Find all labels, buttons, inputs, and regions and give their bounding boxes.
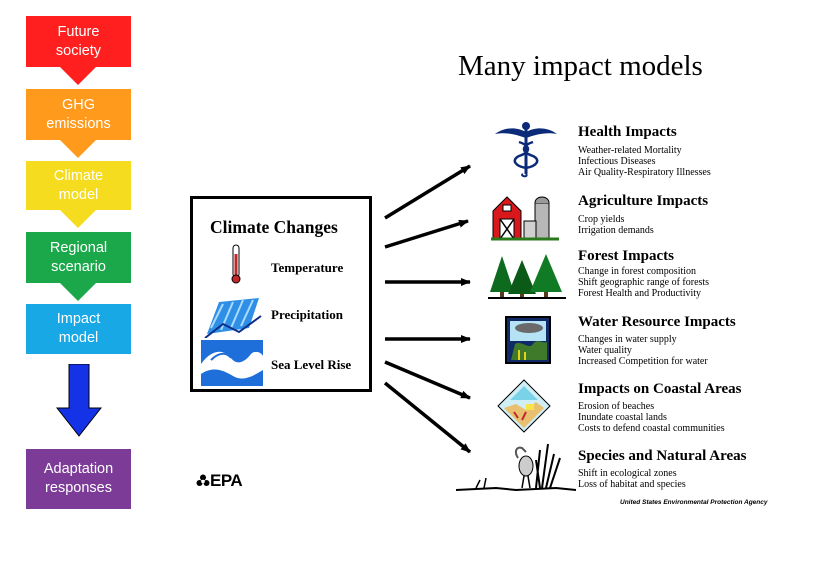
impact-line: Inundate coastal lands [578, 412, 667, 423]
impact-line: Air Quality-Respiratory Illnesses [578, 167, 711, 178]
agency-footer: United States Environmental Protection A… [620, 499, 768, 506]
chain-down-arrow [60, 210, 96, 228]
chain-box-future-society: Future society [26, 16, 131, 67]
impact-line: Forest Health and Productivity [578, 288, 702, 299]
epa-flower-icon [196, 474, 210, 486]
water-resource-icon [505, 316, 551, 364]
chain-box-impact-model: Impact model [26, 304, 131, 354]
impact-line: Shift geographic range of forests [578, 277, 710, 288]
impact-line: Irrigation demands [578, 225, 654, 236]
arrow-to-coastal [384, 360, 471, 400]
arrow-to-agriculture [384, 219, 469, 249]
rain-icon [204, 298, 262, 338]
trees-icon [488, 254, 566, 299]
page-title: Many impact models [458, 50, 703, 82]
temperature-label: Temperature [271, 260, 344, 275]
impact-line: Loss of habitat and species [578, 479, 686, 490]
epa-logo-text: EPA [210, 471, 243, 490]
chain-box-adaptation-responses: Adaptation responses [26, 449, 131, 509]
chain-down-arrow [60, 283, 96, 301]
impact-line: Erosion of beaches [578, 401, 655, 412]
impact-line: Weather-related Mortality [578, 145, 682, 156]
impact-line: Costs to defend coastal communities [578, 423, 725, 434]
impact-title-species: Species and Natural Areas [578, 448, 747, 464]
sea-level-rise-label: Sea Level Rise [271, 357, 352, 372]
precipitation-label: Precipitation [271, 307, 343, 322]
impact-title-agriculture: Agriculture Impacts [578, 193, 709, 209]
arrow-to-health [384, 164, 471, 220]
impact-line: Water quality [578, 345, 632, 356]
heron-icon [456, 443, 576, 492]
thermometer-icon [231, 244, 241, 284]
impact-line: Increased Competition for water [578, 356, 708, 367]
chain-box-regional-scenario: Regional scenario [26, 232, 131, 283]
impact-title-health: Health Impacts [578, 124, 677, 140]
chain-box-ghg-emissions: GHG emissions [26, 89, 131, 140]
impact-line: Shift in ecological zones [578, 468, 677, 479]
impact-title-coastal: Impacts on Coastal Areas [578, 381, 742, 397]
climate-changes-title: Climate Changes [210, 217, 338, 237]
impact-line: Changes in water supply [578, 334, 677, 345]
impact-title-forest: Forest Impacts [578, 248, 674, 264]
coastal-icon [497, 379, 551, 433]
chain-down-arrow [60, 67, 96, 85]
impact-line: Crop yields [578, 214, 625, 225]
big-down-arrow [56, 364, 102, 437]
epa-logo: EPA [196, 471, 243, 491]
impact-line: Infectious Diseases [578, 156, 656, 167]
impact-line: Change in forest composition [578, 266, 697, 277]
wave-icon [201, 340, 263, 386]
arrow-to-species [383, 381, 472, 454]
barn-silo-icon [491, 196, 559, 241]
chain-box-climate-model: Climate model [26, 161, 131, 210]
climate-changes-box: Climate Changes Temperature Precipitatio… [190, 196, 372, 392]
caduceus-icon [495, 122, 557, 178]
impact-title-water-resource: Water Resource Impacts [578, 314, 736, 330]
chain-down-arrow [60, 140, 96, 158]
